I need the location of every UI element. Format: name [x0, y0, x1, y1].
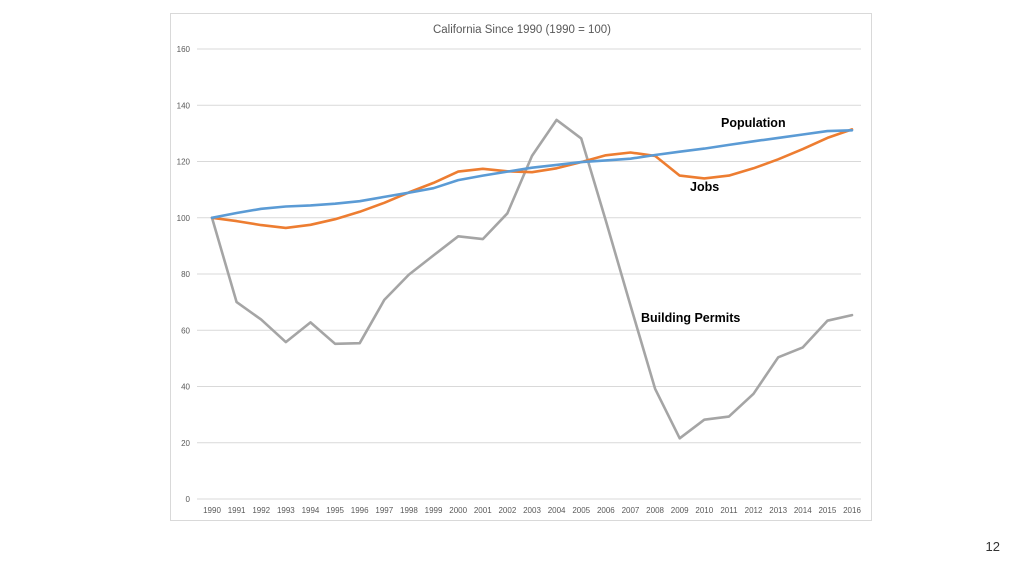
x-tick-label: 2001: [474, 506, 492, 515]
y-tick-label: 60: [181, 326, 190, 335]
line-chart: 0 20 40 60 80 100 120 140 160 1990 1991 1992 1993 199…: [177, 24, 862, 515]
y-tick-label: 20: [181, 439, 190, 448]
x-tick-label: 1991: [228, 506, 246, 515]
page-number: 12: [985, 539, 1000, 554]
annotation-jobs: Jobs: [690, 180, 719, 194]
annotation-building-permits: Building Permits: [641, 311, 740, 325]
x-tick-label: 1995: [326, 506, 344, 515]
x-tick-label: 2013: [769, 506, 787, 515]
x-tick-label: 1993: [277, 506, 295, 515]
y-tick-label: 140: [177, 101, 191, 110]
y-tick-label: 0: [186, 495, 191, 504]
series-line-building-permits: [210, 118, 854, 440]
y-tick-label: 40: [181, 383, 190, 392]
x-tick-label: 2008: [646, 506, 664, 515]
x-tick-label: 2003: [523, 506, 541, 515]
series-line-jobs: [210, 128, 854, 230]
y-tick-label: 160: [177, 45, 191, 54]
x-tick-label: 1999: [425, 506, 443, 515]
x-tick-label: 2006: [597, 506, 615, 515]
x-tick-label: 2004: [548, 506, 566, 515]
x-tick-label: 2009: [671, 506, 689, 515]
x-tick-label: 2007: [622, 506, 640, 515]
series-lines: [210, 118, 854, 440]
annotation-population: Population: [721, 116, 786, 130]
x-tick-label: 2011: [720, 506, 738, 515]
chart-title: California Since 1990 (1990 = 100): [433, 24, 611, 36]
x-tick-label: 1994: [302, 506, 320, 515]
x-tick-label: 1998: [400, 506, 418, 515]
annotations: Population Jobs Building Permits: [641, 116, 786, 325]
y-tick-label: 80: [181, 270, 190, 279]
chart-area: 0 20 40 60 80 100 120 140 160 1990 1991 1992 1993 199…: [170, 13, 872, 521]
x-tick-label: 2015: [818, 506, 836, 515]
y-tick-label: 100: [177, 214, 191, 223]
x-tick-label: 2010: [695, 506, 713, 515]
x-tick-label: 1990: [203, 506, 221, 515]
gridlines: [197, 48, 861, 500]
axis-labels: 0 20 40 60 80 100 120 140 160 1990 1991 1992 1993 199…: [177, 45, 862, 515]
x-tick-label: 2016: [843, 506, 861, 515]
x-tick-label: 1996: [351, 506, 369, 515]
x-tick-label: 2012: [745, 506, 763, 515]
y-tick-label: 120: [177, 158, 191, 167]
x-tick-label: 1997: [375, 506, 393, 515]
series-line-population: [210, 129, 854, 220]
x-tick-label: 1992: [252, 506, 270, 515]
x-tick-label: 2014: [794, 506, 812, 515]
x-tick-label: 2005: [572, 506, 590, 515]
x-tick-label: 2000: [449, 506, 467, 515]
x-tick-label: 2002: [498, 506, 516, 515]
